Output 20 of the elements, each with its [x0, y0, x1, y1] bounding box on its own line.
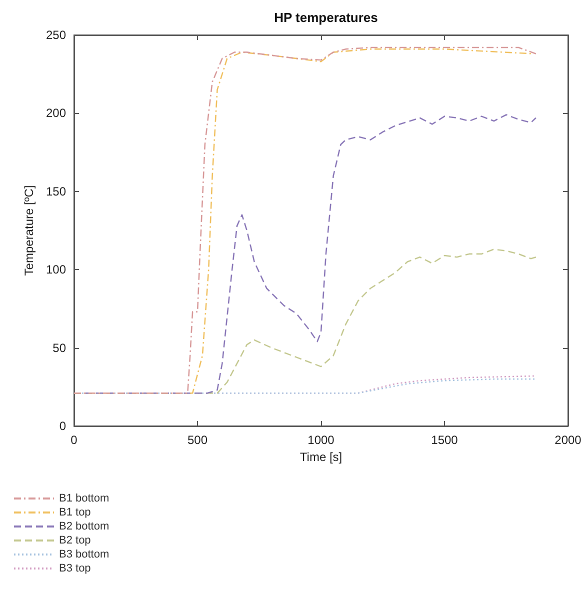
x-axis-title: Time [s] — [300, 450, 342, 464]
y-tick-label: 250 — [46, 28, 66, 42]
y-tick-label: 50 — [52, 340, 66, 355]
chart-title: HP temperatures — [274, 10, 378, 25]
legend-label: B2 bottom — [59, 520, 110, 532]
x-tick-label: 500 — [187, 433, 208, 447]
y-tick-label: 100 — [46, 262, 66, 277]
x-tick-label: 0 — [70, 433, 78, 447]
legend-label: B3 bottom — [59, 548, 110, 560]
legend-label: B2 top — [59, 534, 91, 546]
x-tick-label: 1500 — [431, 433, 458, 447]
legend-label: B1 top — [59, 506, 91, 518]
legend-label: B3 top — [59, 562, 91, 574]
legend-label: B1 bottom — [59, 492, 110, 504]
y-axis-title: Temperature [ºC] — [22, 185, 36, 276]
y-tick-label: 150 — [46, 184, 66, 198]
x-tick-label: 2000 — [554, 433, 582, 447]
y-tick-label: 0 — [59, 419, 66, 433]
x-tick-label: 1000 — [308, 433, 335, 447]
y-tick-label: 200 — [46, 106, 66, 120]
